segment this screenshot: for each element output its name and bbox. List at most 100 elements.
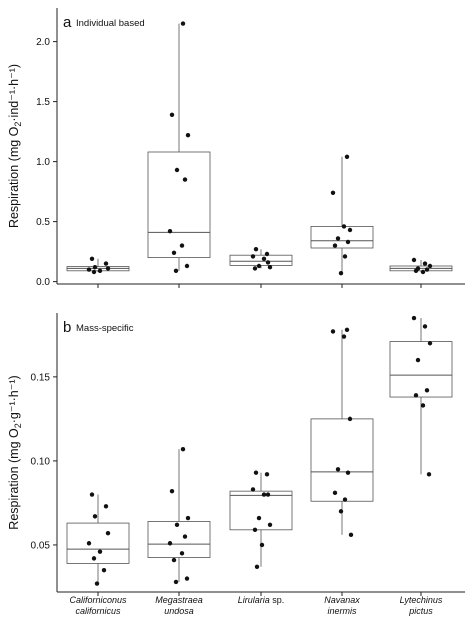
y-tick-label: 2.0	[36, 37, 50, 48]
data-point	[265, 492, 271, 497]
data-point	[185, 515, 191, 521]
panel-b-letter: b	[63, 319, 71, 336]
data-point	[185, 133, 191, 138]
data-point	[347, 227, 353, 233]
data-point	[91, 556, 97, 561]
data-point	[427, 341, 433, 346]
data-point	[261, 492, 267, 497]
data-point	[97, 268, 103, 273]
x-category-label-line2: undosa	[164, 606, 194, 616]
box-iqr	[229, 254, 293, 266]
data-point	[420, 403, 426, 408]
panel-a-title: Individual based	[76, 18, 145, 29]
data-point	[253, 470, 259, 475]
data-point	[267, 522, 273, 527]
data-point	[330, 190, 336, 195]
data-point	[424, 388, 430, 393]
data-point	[413, 268, 419, 273]
data-point	[413, 393, 419, 398]
panel-a-points	[86, 21, 433, 276]
data-point	[345, 470, 351, 475]
data-point	[250, 254, 256, 259]
data-point	[86, 267, 92, 272]
data-point	[342, 254, 348, 259]
data-point	[103, 504, 109, 509]
data-point	[411, 257, 417, 263]
data-point	[180, 21, 186, 26]
data-point	[171, 250, 177, 255]
data-point	[411, 315, 417, 321]
data-point	[422, 324, 428, 329]
data-point	[179, 243, 185, 248]
data-point	[169, 112, 175, 118]
data-point	[92, 265, 98, 270]
data-point	[182, 534, 188, 539]
data-point	[256, 263, 262, 269]
data-point	[424, 267, 430, 272]
box-iqr	[229, 490, 293, 531]
data-point	[92, 514, 98, 519]
data-point	[184, 576, 190, 581]
data-point	[173, 268, 179, 273]
x-category-label: Navanax	[324, 595, 360, 605]
data-point	[415, 357, 421, 363]
data-point	[259, 542, 265, 548]
x-category-label-line2: inermis	[327, 606, 357, 616]
y-tick-label: 1.5	[36, 97, 50, 108]
y-tick-label: 0.0	[36, 277, 50, 288]
data-point	[427, 263, 433, 269]
box-iqr	[389, 341, 453, 398]
data-point	[105, 530, 111, 536]
x-category-label: Megastraea	[155, 595, 203, 605]
x-category-label: Lirularia sp.	[238, 595, 285, 605]
box-iqr	[66, 522, 130, 564]
data-point	[345, 239, 351, 245]
data-point	[105, 266, 111, 271]
panel-b-boxes	[66, 318, 453, 584]
panel-b-y-ticks: 0.05 0.10 0.15	[31, 372, 422, 596]
panel-a-letter: a	[63, 14, 72, 31]
data-point	[91, 269, 97, 275]
data-point	[89, 492, 95, 497]
data-point	[344, 154, 350, 159]
data-point	[264, 251, 270, 257]
data-point	[265, 260, 271, 265]
panel-a-y-ticks: 0.0 0.5 1.0 1.5 2.0	[36, 37, 422, 288]
data-point	[173, 579, 179, 585]
data-point	[341, 224, 347, 229]
data-point	[184, 263, 190, 269]
data-point	[167, 541, 173, 546]
x-category-label-line2: pictus	[408, 606, 433, 616]
data-point	[167, 229, 173, 234]
data-point	[267, 265, 273, 270]
data-point	[420, 269, 426, 275]
data-point	[179, 551, 185, 556]
panel-a-y-axis-label: Respiration (mg O2·ind⁻¹·h⁻¹)	[7, 64, 23, 228]
data-point	[338, 271, 344, 276]
data-point	[250, 487, 256, 492]
y-tick-label: 1.0	[36, 157, 50, 168]
panel-b-title: Mass-specific	[76, 323, 134, 334]
data-point	[344, 327, 350, 333]
panel-a-individual-based: a Individual based Respiration (mg O2·in…	[7, 8, 465, 288]
data-point	[338, 509, 344, 514]
panel-b-points	[86, 315, 433, 586]
box-iqr	[147, 521, 211, 558]
box-iqr	[147, 151, 211, 258]
panel-b-mass-specific: b Mass-specific Respiration (mg O2·g⁻¹·h…	[7, 313, 465, 596]
y-tick-label: 0.15	[31, 372, 51, 383]
data-point	[252, 527, 258, 533]
data-point	[332, 243, 338, 248]
box-iqr	[310, 225, 374, 249]
panel-a-boxes	[66, 23, 453, 274]
data-point	[256, 515, 262, 521]
data-point	[174, 522, 180, 527]
data-point	[174, 167, 180, 173]
data-point	[182, 177, 188, 182]
data-point	[89, 256, 95, 261]
box-iqr	[310, 418, 374, 502]
data-point	[254, 564, 260, 569]
